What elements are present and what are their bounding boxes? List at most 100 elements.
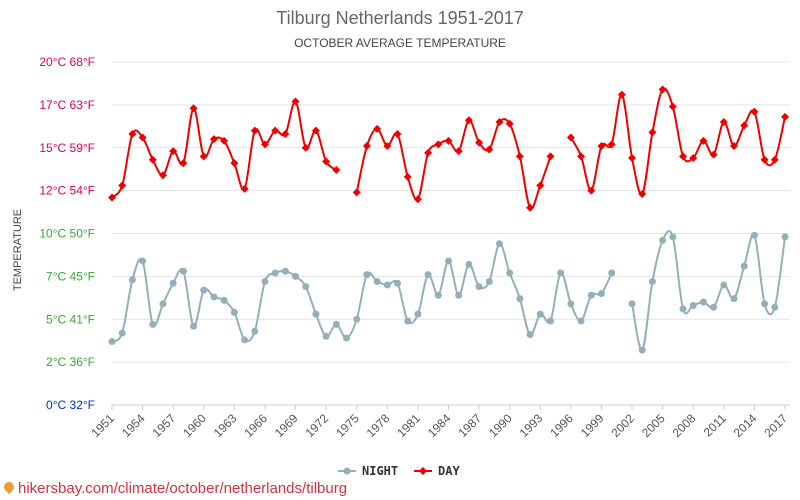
day-point[interactable] xyxy=(169,147,178,156)
night-point[interactable] xyxy=(455,291,463,299)
night-point[interactable] xyxy=(128,276,136,284)
day-point[interactable] xyxy=(271,126,280,135)
night-point[interactable] xyxy=(424,271,432,279)
day-point[interactable] xyxy=(311,126,320,135)
night-point[interactable] xyxy=(302,283,310,291)
footer-text[interactable]: hikersbay.com/climate/october/netherland… xyxy=(18,480,348,497)
legend-item-night[interactable]: NIGHT xyxy=(338,464,398,478)
night-point[interactable] xyxy=(516,295,524,303)
day-point[interactable] xyxy=(485,145,494,154)
night-point[interactable] xyxy=(638,346,646,354)
night-point[interactable] xyxy=(526,331,534,339)
night-point[interactable] xyxy=(383,281,391,289)
day-point[interactable] xyxy=(750,107,759,116)
day-point[interactable] xyxy=(526,203,535,212)
night-point[interactable] xyxy=(149,320,157,328)
legend-item-day[interactable]: DAY xyxy=(414,464,460,478)
day-point[interactable] xyxy=(209,135,218,144)
night-point[interactable] xyxy=(343,334,351,342)
day-point[interactable] xyxy=(281,130,290,139)
night-point[interactable] xyxy=(159,300,167,308)
day-point[interactable] xyxy=(587,186,596,195)
day-point[interactable] xyxy=(454,147,463,156)
day-point[interactable] xyxy=(719,118,728,127)
night-point[interactable] xyxy=(251,327,259,335)
night-point[interactable] xyxy=(587,291,595,299)
day-point[interactable] xyxy=(515,152,524,161)
night-point[interactable] xyxy=(261,278,269,286)
night-point[interactable] xyxy=(485,278,493,286)
night-point[interactable] xyxy=(139,257,147,265)
night-point[interactable] xyxy=(495,240,503,248)
day-point[interactable] xyxy=(546,152,555,161)
day-point[interactable] xyxy=(403,172,412,181)
day-point[interactable] xyxy=(240,184,249,193)
day-point[interactable] xyxy=(301,143,310,152)
night-point[interactable] xyxy=(169,279,177,287)
night-point[interactable] xyxy=(353,315,361,323)
day-point[interactable] xyxy=(607,140,616,149)
day-point[interactable] xyxy=(220,136,229,145)
night-point[interactable] xyxy=(546,317,554,325)
night-point[interactable] xyxy=(567,300,575,308)
day-point[interactable] xyxy=(373,124,382,133)
day-point[interactable] xyxy=(495,118,504,127)
night-point[interactable] xyxy=(577,317,585,325)
day-point[interactable] xyxy=(424,148,433,157)
night-point[interactable] xyxy=(608,269,616,277)
day-point[interactable] xyxy=(628,154,637,163)
night-point[interactable] xyxy=(108,338,116,346)
night-point[interactable] xyxy=(281,267,289,275)
night-point[interactable] xyxy=(230,308,238,316)
night-point[interactable] xyxy=(730,295,738,303)
night-point[interactable] xyxy=(750,231,758,239)
night-point[interactable] xyxy=(414,310,422,318)
day-point[interactable] xyxy=(648,128,657,137)
day-point[interactable] xyxy=(148,155,157,164)
night-point[interactable] xyxy=(475,283,483,291)
day-point[interactable] xyxy=(128,130,137,139)
night-point[interactable] xyxy=(781,233,789,241)
day-point[interactable] xyxy=(444,136,453,145)
day-point[interactable] xyxy=(760,155,769,164)
day-point[interactable] xyxy=(689,154,698,163)
night-point[interactable] xyxy=(322,332,330,340)
day-point[interactable] xyxy=(260,140,269,149)
legend[interactable]: NIGHT DAY xyxy=(338,464,460,478)
night-point[interactable] xyxy=(404,317,412,325)
night-point[interactable] xyxy=(506,269,514,277)
day-point[interactable] xyxy=(770,155,779,164)
day-point[interactable] xyxy=(413,195,422,204)
day-point[interactable] xyxy=(577,152,586,161)
day-point[interactable] xyxy=(638,190,647,199)
day-point[interactable] xyxy=(617,90,626,99)
day-point[interactable] xyxy=(250,126,259,135)
day-point[interactable] xyxy=(230,159,239,168)
day-point[interactable] xyxy=(393,130,402,139)
day-point[interactable] xyxy=(158,171,167,180)
day-point[interactable] xyxy=(199,152,208,161)
night-point[interactable] xyxy=(190,322,198,330)
night-point[interactable] xyxy=(200,286,208,294)
day-point[interactable] xyxy=(699,136,708,145)
night-point[interactable] xyxy=(689,302,697,310)
night-point[interactable] xyxy=(699,298,707,306)
day-point[interactable] xyxy=(668,102,677,111)
day-point[interactable] xyxy=(383,142,392,151)
day-point[interactable] xyxy=(362,142,371,151)
night-point[interactable] xyxy=(332,320,340,328)
night-point[interactable] xyxy=(210,293,218,301)
footer-link[interactable]: hikersbay.com/climate/october/netherland… xyxy=(1,479,348,497)
night-point[interactable] xyxy=(679,305,687,313)
night-point[interactable] xyxy=(445,257,452,265)
night-point[interactable] xyxy=(740,262,748,270)
night-point[interactable] xyxy=(628,300,636,308)
night-point[interactable] xyxy=(597,290,605,298)
night-point[interactable] xyxy=(220,296,228,304)
night-point[interactable] xyxy=(648,278,656,286)
night-point[interactable] xyxy=(659,236,667,244)
night-point[interactable] xyxy=(720,281,728,289)
day-point[interactable] xyxy=(138,133,147,142)
day-point[interactable] xyxy=(475,138,484,147)
night-point[interactable] xyxy=(536,310,544,318)
